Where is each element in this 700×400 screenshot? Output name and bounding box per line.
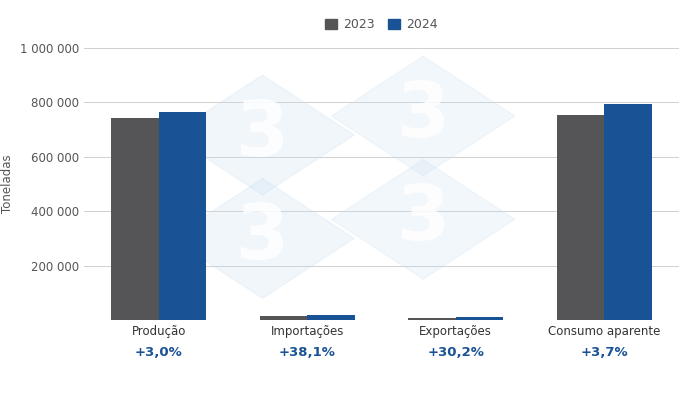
Text: 3: 3 [397,182,449,256]
Text: 3: 3 [236,98,289,172]
Text: +3,7%: +3,7% [580,346,628,359]
Polygon shape [332,56,514,176]
Bar [604,104,652,320]
Polygon shape [332,160,514,279]
Bar [408,318,456,320]
Bar [307,315,355,320]
Text: +38,1%: +38,1% [279,346,335,359]
Legend: 2023, 2024: 2023, 2024 [320,14,443,36]
Bar [159,112,206,320]
Bar [260,316,307,320]
Polygon shape [171,75,354,195]
Text: +3,0%: +3,0% [134,346,183,359]
Text: +30,2%: +30,2% [428,346,484,359]
Bar [111,118,159,320]
Y-axis label: Toneladas: Toneladas [1,155,14,213]
Polygon shape [171,178,354,298]
Bar [556,115,604,320]
Text: 3: 3 [397,79,449,153]
Bar [456,317,503,320]
Text: 3: 3 [236,201,289,275]
